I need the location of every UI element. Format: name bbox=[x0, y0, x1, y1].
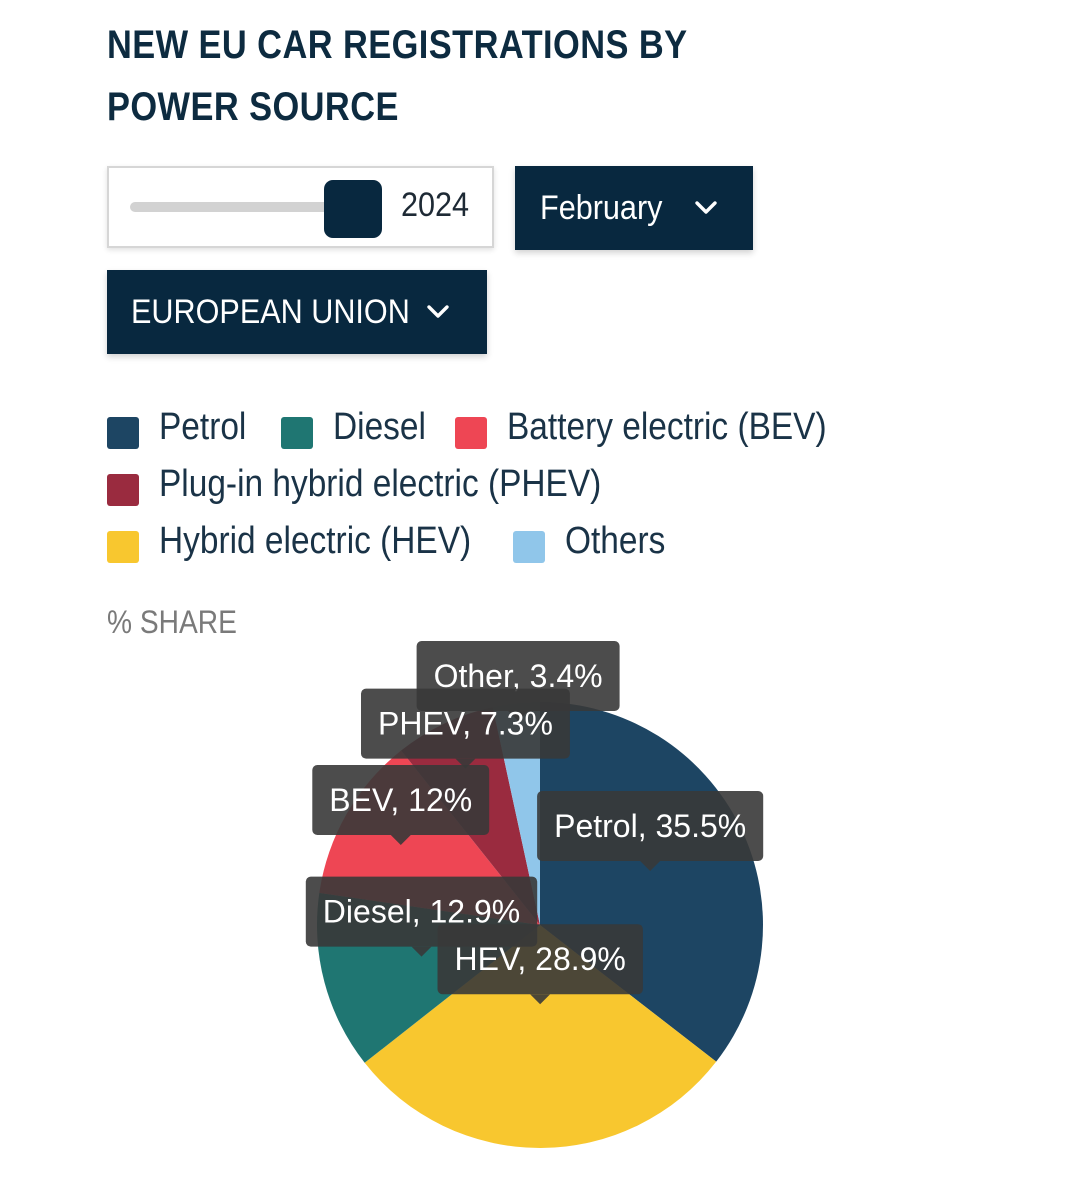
pie-data-label-text: PHEV, 7.3% bbox=[378, 706, 553, 742]
legend-swatch bbox=[107, 417, 139, 449]
pie-data-label-hev: HEV, 28.9% bbox=[437, 924, 643, 1005]
legend-label: Hybrid electric (HEV) bbox=[159, 520, 472, 562]
legend-swatch bbox=[281, 417, 313, 449]
region-dropdown-label: EUROPEAN UNION bbox=[131, 292, 410, 331]
month-dropdown[interactable]: February bbox=[515, 166, 753, 250]
pie-data-label-text: BEV, 12% bbox=[329, 782, 472, 818]
legend-swatch bbox=[107, 531, 139, 563]
legend-swatch bbox=[455, 417, 487, 449]
pie-data-label-text: Diesel, 12.9% bbox=[323, 894, 520, 930]
legend-label: Plug-in hybrid electric (PHEV) bbox=[159, 463, 602, 505]
legend-label: Others bbox=[565, 520, 666, 562]
pie-data-label-text: HEV, 28.9% bbox=[455, 941, 626, 977]
year-slider[interactable]: 2024 bbox=[107, 166, 494, 248]
legend-label: Petrol bbox=[159, 406, 247, 448]
legend-swatch bbox=[107, 474, 139, 506]
chevron-down-icon bbox=[695, 201, 717, 214]
region-dropdown[interactable]: EUROPEAN UNION bbox=[107, 270, 487, 354]
slider-thumb[interactable] bbox=[324, 180, 382, 238]
pie-data-label-text: Other, 3.4% bbox=[434, 658, 603, 694]
pie-data-label-phev: PHEV, 7.3% bbox=[361, 688, 570, 769]
slider-track[interactable] bbox=[130, 202, 360, 212]
pie-slice-hev[interactable] bbox=[364, 925, 717, 1148]
year-value: 2024 bbox=[401, 186, 470, 224]
pie-data-label-text: Petrol, 35.5% bbox=[554, 808, 746, 844]
legend-label: Diesel bbox=[333, 406, 426, 448]
chevron-down-icon bbox=[427, 305, 449, 318]
pie-chart: Other, 3.4% PHEV, 7.3% BEV, 12% Petrol, 35.… bbox=[305, 641, 764, 1148]
page-title: NEW EU CAR REGISTRATIONS BY POWER SOURCE bbox=[107, 23, 687, 129]
legend-label: Battery electric (BEV) bbox=[507, 406, 827, 448]
month-dropdown-label: February bbox=[540, 188, 663, 227]
pie-data-label-bev: BEV, 12% bbox=[312, 765, 490, 846]
pie-data-label-petrol: Petrol, 35.5% bbox=[537, 791, 764, 872]
legend-swatch bbox=[513, 531, 545, 563]
unit-label: % SHARE bbox=[107, 604, 237, 640]
